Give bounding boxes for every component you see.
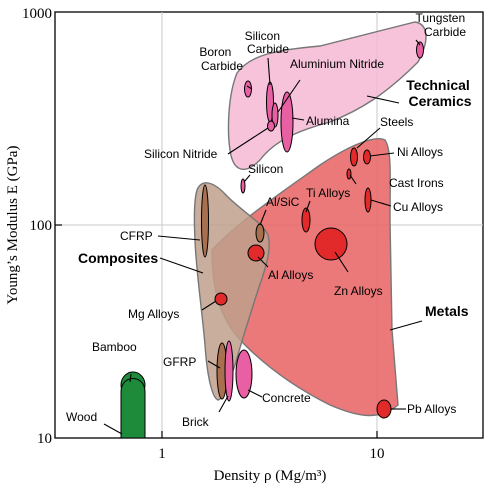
ellipse-zn-alloys xyxy=(314,227,348,261)
ellipse-ni-alloys xyxy=(363,149,371,165)
x-axis-label: Density ρ (Mg/m³) xyxy=(214,468,327,484)
ellipse-cu-alloys xyxy=(364,187,372,213)
region-composites xyxy=(193,182,270,401)
label-metals: Metals xyxy=(425,303,469,319)
label-mg-alloys: Mg Alloys xyxy=(128,307,179,321)
ellipse-aluminium-nitride xyxy=(271,102,279,128)
ellipse-al-alloys xyxy=(247,244,265,262)
label-ti-alloys: Ti Alloys xyxy=(306,186,350,200)
x-tick-1: 1 xyxy=(158,446,166,462)
label-cfrp: CFRP xyxy=(120,229,153,243)
label-al-sic: Al/SiC xyxy=(266,195,300,209)
x-tick-10: 10 xyxy=(370,446,385,462)
y-axis-label: Young’s Modulus E (GPa) xyxy=(5,146,21,305)
y-tick-1000: 1000 xyxy=(22,6,52,22)
label-pb-alloys: Pb Alloys xyxy=(407,402,456,416)
ellipse-cast-irons xyxy=(346,168,352,180)
label-tungsten-carbide: Tungsten Carbide xyxy=(416,11,469,39)
label-brick: Brick xyxy=(182,415,210,429)
label-concrete: Concrete xyxy=(262,391,311,405)
ellipse-silicon-nitride xyxy=(267,120,275,132)
label-gfrp: GFRP xyxy=(163,355,196,369)
label-silicon-carbide: Silicon Carbide xyxy=(245,29,290,56)
label-silicon: Silicon xyxy=(248,162,283,176)
ellipse-tungsten-carbide xyxy=(416,41,424,59)
region-technical-ceramics xyxy=(227,21,427,170)
ellipse-alumina xyxy=(280,91,294,153)
label-technical-ceramics: Technical Ceramics xyxy=(406,77,473,109)
ellipse-pb-alloys xyxy=(376,399,392,419)
axis-ticks xyxy=(55,224,378,438)
label-alumina: Alumina xyxy=(306,114,350,128)
ellipse-brick xyxy=(224,340,234,402)
ellipse-concrete xyxy=(235,349,253,399)
leader-lines xyxy=(103,39,423,435)
label-aluminium-nitride: Aluminium Nitride xyxy=(290,57,384,71)
label-steels: Steels xyxy=(380,115,413,129)
label-wood: Wood xyxy=(66,410,97,424)
label-composites: Composites xyxy=(78,250,158,266)
ellipse-steels xyxy=(350,147,358,167)
ellipse-wood xyxy=(120,378,146,439)
y-tick-100: 100 xyxy=(30,218,53,234)
label-silicon-nitride: Silicon Nitride xyxy=(144,147,218,161)
ellipse-cfrp xyxy=(201,184,209,258)
label-boron-carbide: Boron Carbide xyxy=(199,45,243,73)
ellipse-ti-alloys xyxy=(301,207,311,233)
label-cast-irons: Cast Irons xyxy=(389,176,444,190)
label-ni-alloys: Ni Alloys xyxy=(397,145,443,159)
label-al-alloys: Al Alloys xyxy=(268,268,313,282)
ellipse-mg-alloys xyxy=(214,292,228,306)
label-zn-alloys: Zn Alloys xyxy=(334,284,383,298)
label-bamboo: Bamboo xyxy=(92,340,137,354)
ellipse-boron-carbide xyxy=(244,80,252,98)
label-cu-alloys: Cu Alloys xyxy=(393,200,443,214)
ellipse-silicon xyxy=(240,178,246,194)
ellipse-al-sic xyxy=(255,223,265,243)
y-tick-10: 10 xyxy=(37,431,52,447)
